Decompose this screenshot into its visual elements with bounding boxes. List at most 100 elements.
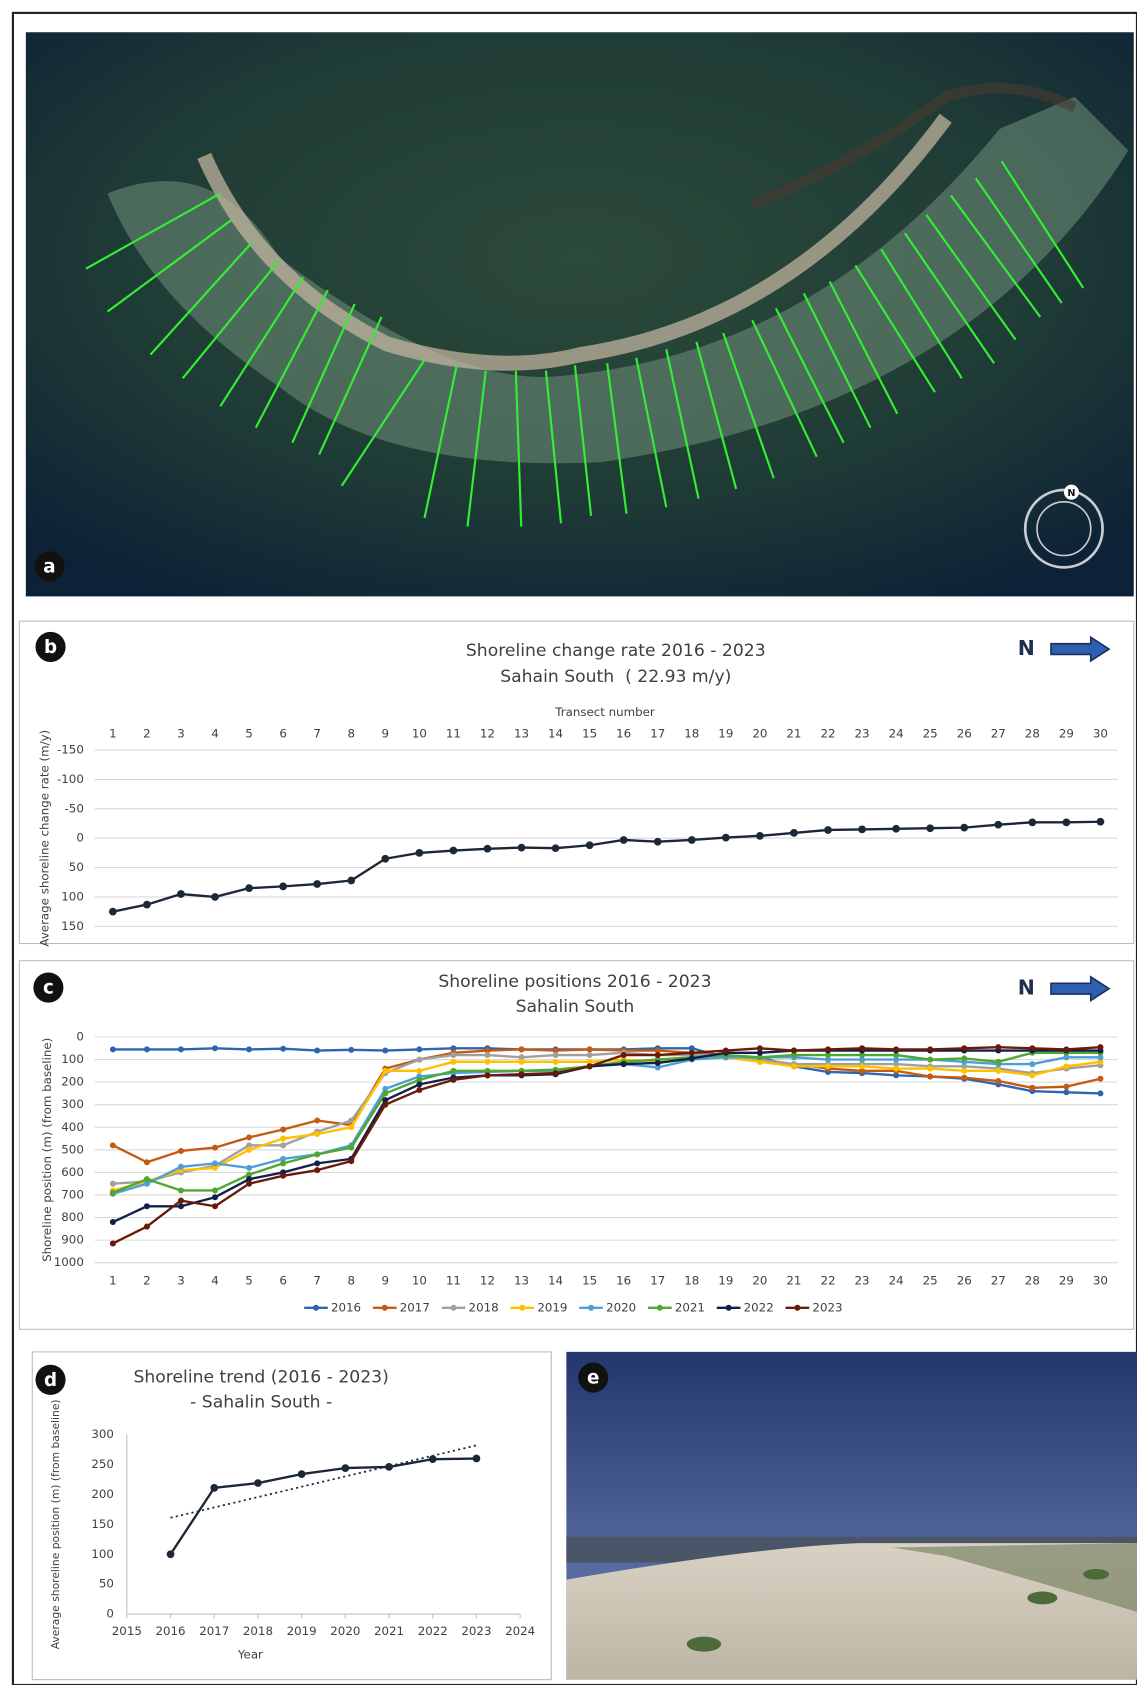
compass-ring <box>1023 488 1104 569</box>
data-point <box>893 1046 900 1053</box>
panel-label: e <box>587 1368 599 1389</box>
data-point <box>416 1081 423 1088</box>
data-line <box>112 1048 1101 1164</box>
data-point <box>472 1454 481 1463</box>
x-tick-label: 8 <box>347 1273 355 1287</box>
legend-marker <box>794 1304 801 1311</box>
data-point <box>143 1159 150 1166</box>
north-label: N <box>1018 976 1035 1000</box>
x-tick-label: 18 <box>684 726 699 740</box>
panel-label: b <box>44 637 57 658</box>
x-tick-label: 6 <box>279 726 287 740</box>
x-tick-label: 13 <box>514 726 529 740</box>
data-point <box>348 1046 355 1053</box>
data-point <box>347 876 356 885</box>
chart-subtitle: Sahalin South <box>516 997 635 1017</box>
data-point <box>756 1045 763 1052</box>
panel-badge <box>34 551 65 582</box>
data-point <box>382 1067 389 1074</box>
data-point <box>280 1135 287 1142</box>
data-point <box>245 884 253 893</box>
data-point <box>246 1176 253 1183</box>
x-tick-label: 2022 <box>418 1624 448 1638</box>
transect-line <box>828 281 899 415</box>
x-tick-label: 2020 <box>330 1624 360 1638</box>
x-tick-label: 26 <box>957 1273 972 1287</box>
data-point <box>177 1197 184 1204</box>
data-point <box>143 1180 150 1187</box>
x-tick-label: 9 <box>382 1273 390 1287</box>
x-tick-label: 10 <box>412 1273 427 1287</box>
data-point <box>756 1058 763 1065</box>
data-point <box>484 1052 491 1059</box>
data-point <box>824 1056 832 1063</box>
legend-label: 2019 <box>537 1300 567 1314</box>
x-tick-label: 19 <box>718 726 733 740</box>
data-point <box>892 824 900 833</box>
data-point <box>1097 1075 1104 1082</box>
x-tick-label: 9 <box>382 726 390 740</box>
transect-line <box>606 363 628 514</box>
data-point <box>348 1124 355 1131</box>
y-tick-label: -50 <box>65 801 84 815</box>
data-point <box>926 824 935 833</box>
data-point <box>790 829 798 837</box>
data-point <box>961 1055 968 1062</box>
data-point <box>246 1134 253 1141</box>
transect-line <box>774 307 845 444</box>
data-point <box>143 1046 150 1053</box>
x-tick-label: 2021 <box>374 1624 404 1638</box>
data-point <box>280 1142 287 1149</box>
data-point <box>254 1479 262 1487</box>
x-tick-label: 2016 <box>156 1624 186 1638</box>
data-point <box>484 1067 491 1074</box>
data-point <box>348 1158 355 1165</box>
legend-label: 2021 <box>675 1300 705 1314</box>
data-point <box>586 1052 593 1059</box>
x-tick-label: 2 <box>143 1273 151 1287</box>
data-point <box>314 1047 321 1054</box>
data-point <box>790 1047 797 1054</box>
legend-label: 2018 <box>469 1300 499 1314</box>
y-tick-label: 400 <box>61 1120 84 1134</box>
data-point <box>382 1085 389 1092</box>
x-tick-label: 1 <box>109 726 117 740</box>
data-point <box>313 880 322 888</box>
x-tick-label: 10 <box>412 726 427 740</box>
data-point <box>246 1171 253 1178</box>
transect-line <box>149 241 254 356</box>
legend-marker <box>381 1304 388 1311</box>
transect-line <box>318 316 383 456</box>
x-axis-label: Transect number <box>554 705 655 719</box>
y-tick-label: 100 <box>91 1547 114 1561</box>
data-point <box>109 1189 116 1196</box>
data-point <box>450 1045 457 1052</box>
y-tick-label: 200 <box>91 1487 114 1501</box>
data-point <box>1029 1045 1036 1052</box>
data-point <box>314 1131 321 1138</box>
y-axis-label: Shoreline position (m) (from baseline) <box>40 1038 54 1262</box>
y-tick-label: -150 <box>57 743 84 757</box>
y-tick-label: 50 <box>69 860 84 874</box>
x-tick-label: 8 <box>347 726 355 740</box>
x-tick-label: 5 <box>245 1273 253 1287</box>
data-point <box>212 1144 219 1151</box>
y-tick-label: 500 <box>61 1142 84 1156</box>
panel-badge <box>33 972 64 1003</box>
x-tick-label: 4 <box>211 726 219 740</box>
x-tick-label: 16 <box>616 726 631 740</box>
x-tick-label: 21 <box>786 1273 801 1287</box>
x-tick-label: 14 <box>548 1273 563 1287</box>
data-point <box>341 1464 350 1472</box>
transect-line <box>219 276 304 407</box>
data-point <box>212 1164 219 1171</box>
beach-photo: e <box>566 1351 1137 1680</box>
x-tick-label: 11 <box>446 726 461 740</box>
data-point <box>824 826 832 834</box>
y-tick-label: 600 <box>61 1165 84 1179</box>
panel-label: d <box>44 1370 57 1391</box>
data-point <box>382 1090 389 1097</box>
legend-marker <box>725 1304 732 1311</box>
panel-d-frame <box>31 1351 552 1681</box>
data-point <box>961 1067 968 1074</box>
